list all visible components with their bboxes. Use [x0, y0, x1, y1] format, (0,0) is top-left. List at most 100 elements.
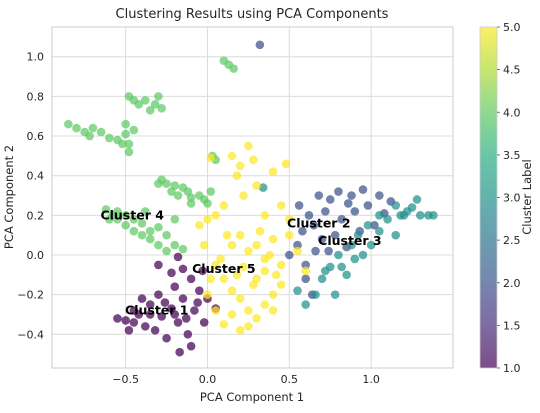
colorbar-tick-label: 5.0 — [503, 21, 521, 34]
cluster-2-point — [370, 220, 379, 230]
cluster-3-point — [363, 220, 373, 230]
cluster-2-point — [309, 220, 319, 230]
cluster-3-point — [301, 300, 310, 309]
cluster-1-point — [129, 306, 139, 315]
plot-background — [52, 27, 453, 368]
cluster-5-point — [281, 159, 291, 169]
y-tick-label: 0.6 — [27, 130, 45, 143]
cluster-5-point — [203, 215, 212, 224]
cluster-4-point — [121, 211, 130, 220]
cluster-4-point — [124, 147, 134, 157]
cluster-1-point — [190, 306, 199, 315]
grid-lines — [52, 27, 453, 368]
cluster-5-point — [203, 290, 212, 299]
cluster-2-point — [334, 187, 343, 196]
cluster-4-point — [101, 205, 111, 214]
cluster-3-label: Cluster 3 — [318, 233, 381, 248]
cluster-3-point — [317, 274, 327, 284]
cluster-2-point — [304, 211, 314, 220]
cluster-2-point — [358, 185, 368, 194]
cluster-1-point — [193, 298, 202, 307]
cluster-2-point — [298, 226, 307, 236]
y-tick-label: 0.0 — [27, 249, 45, 262]
cluster-5-point — [255, 226, 265, 236]
cluster-5-point — [206, 274, 216, 284]
cluster-2-point — [347, 191, 356, 200]
cluster-1-label: Cluster 1 — [125, 303, 188, 318]
cluster-3-point — [391, 230, 401, 240]
cluster-4-point — [121, 129, 130, 139]
cluster-1-point — [199, 318, 209, 327]
cluster-3-point — [402, 207, 412, 216]
cluster-annotations: Cluster 1 Cluster 2 Cluster 3 Cluster 4 Clus… — [100, 207, 381, 317]
cluster-3-point — [350, 254, 360, 264]
x-tick-labels: −0.5 0.0 0.5 1.0 — [112, 373, 380, 386]
cluster-2-point — [293, 240, 302, 250]
cluster-4-point — [145, 226, 155, 236]
cluster-1-point — [113, 314, 122, 323]
y-tick-label: 0.4 — [27, 170, 45, 183]
cluster-3-point — [358, 250, 368, 260]
cluster-5-point — [211, 260, 220, 270]
cluster-5-point — [219, 320, 229, 329]
cluster-1-point — [124, 326, 134, 335]
y-tick-label: 0.2 — [27, 209, 45, 222]
cluster-4-point — [88, 123, 98, 133]
cluster-4-point — [124, 139, 134, 149]
cluster-4-point — [85, 131, 94, 141]
cluster-5-point — [268, 306, 278, 315]
cluster-1-point — [129, 318, 139, 327]
x-tick-label: −0.5 — [112, 373, 139, 386]
colorbar-tick-labels: 1.0 1.5 2.0 2.5 3.0 3.5 4.0 4.5 5.0 — [497, 21, 521, 375]
cluster-5-point — [239, 191, 248, 200]
cluster-4-point — [173, 191, 183, 200]
cluster-3-point — [347, 240, 356, 250]
cluster-1-point — [150, 326, 160, 335]
cluster-5-point — [211, 211, 220, 220]
cluster-5-point — [260, 266, 270, 276]
cluster-1-point — [145, 310, 155, 319]
cluster-5-point — [244, 141, 253, 151]
cluster-1-point — [173, 318, 183, 327]
cluster-1-point — [178, 294, 188, 303]
cluster-4-point — [178, 244, 188, 254]
cluster-4-label: Cluster 4 — [100, 207, 164, 222]
colorbar-tick-label: 4.0 — [503, 106, 521, 119]
cluster-3-point — [258, 183, 268, 192]
cluster-4-point — [129, 125, 139, 135]
cluster-4-point — [64, 119, 73, 129]
cluster-4-point — [129, 226, 139, 236]
x-axis-label: PCA Component 1 — [200, 390, 304, 404]
cluster-4-point — [113, 215, 122, 224]
cluster-3-point — [311, 290, 320, 299]
cluster-4-point — [154, 240, 163, 250]
cluster-4-point — [137, 230, 147, 240]
cluster-4-point — [137, 218, 147, 228]
cluster-5-label: Cluster 5 — [192, 261, 255, 276]
cluster-2-point — [301, 274, 310, 284]
y-tick-label: −0.4 — [17, 328, 44, 341]
cluster-4-point — [170, 181, 180, 190]
cluster-2-point — [294, 201, 304, 210]
colorbar-tick-label: 1.5 — [503, 319, 521, 332]
cluster-4-point — [121, 220, 130, 230]
cluster-2-point — [330, 230, 340, 240]
cluster-5-point — [195, 220, 204, 230]
cluster-2-point — [337, 215, 347, 224]
cluster-5-point — [227, 240, 237, 250]
cluster-1-point — [170, 310, 180, 319]
cluster-5-point — [260, 300, 270, 309]
cluster-1-point — [157, 312, 166, 321]
cluster-5-point — [285, 215, 294, 224]
cluster-3-point — [334, 250, 343, 260]
x-tick-label: 0.0 — [199, 373, 217, 386]
colorbar-tick-label: 1.0 — [503, 362, 521, 375]
cluster-2-point — [350, 207, 360, 216]
y-axis-label: PCA Component 2 — [2, 145, 16, 249]
cluster-3-point — [391, 201, 401, 210]
scatter-points — [64, 40, 438, 357]
cluster-1-point — [162, 333, 171, 343]
cluster-5-point — [276, 260, 286, 270]
cluster-2-point — [375, 191, 384, 200]
